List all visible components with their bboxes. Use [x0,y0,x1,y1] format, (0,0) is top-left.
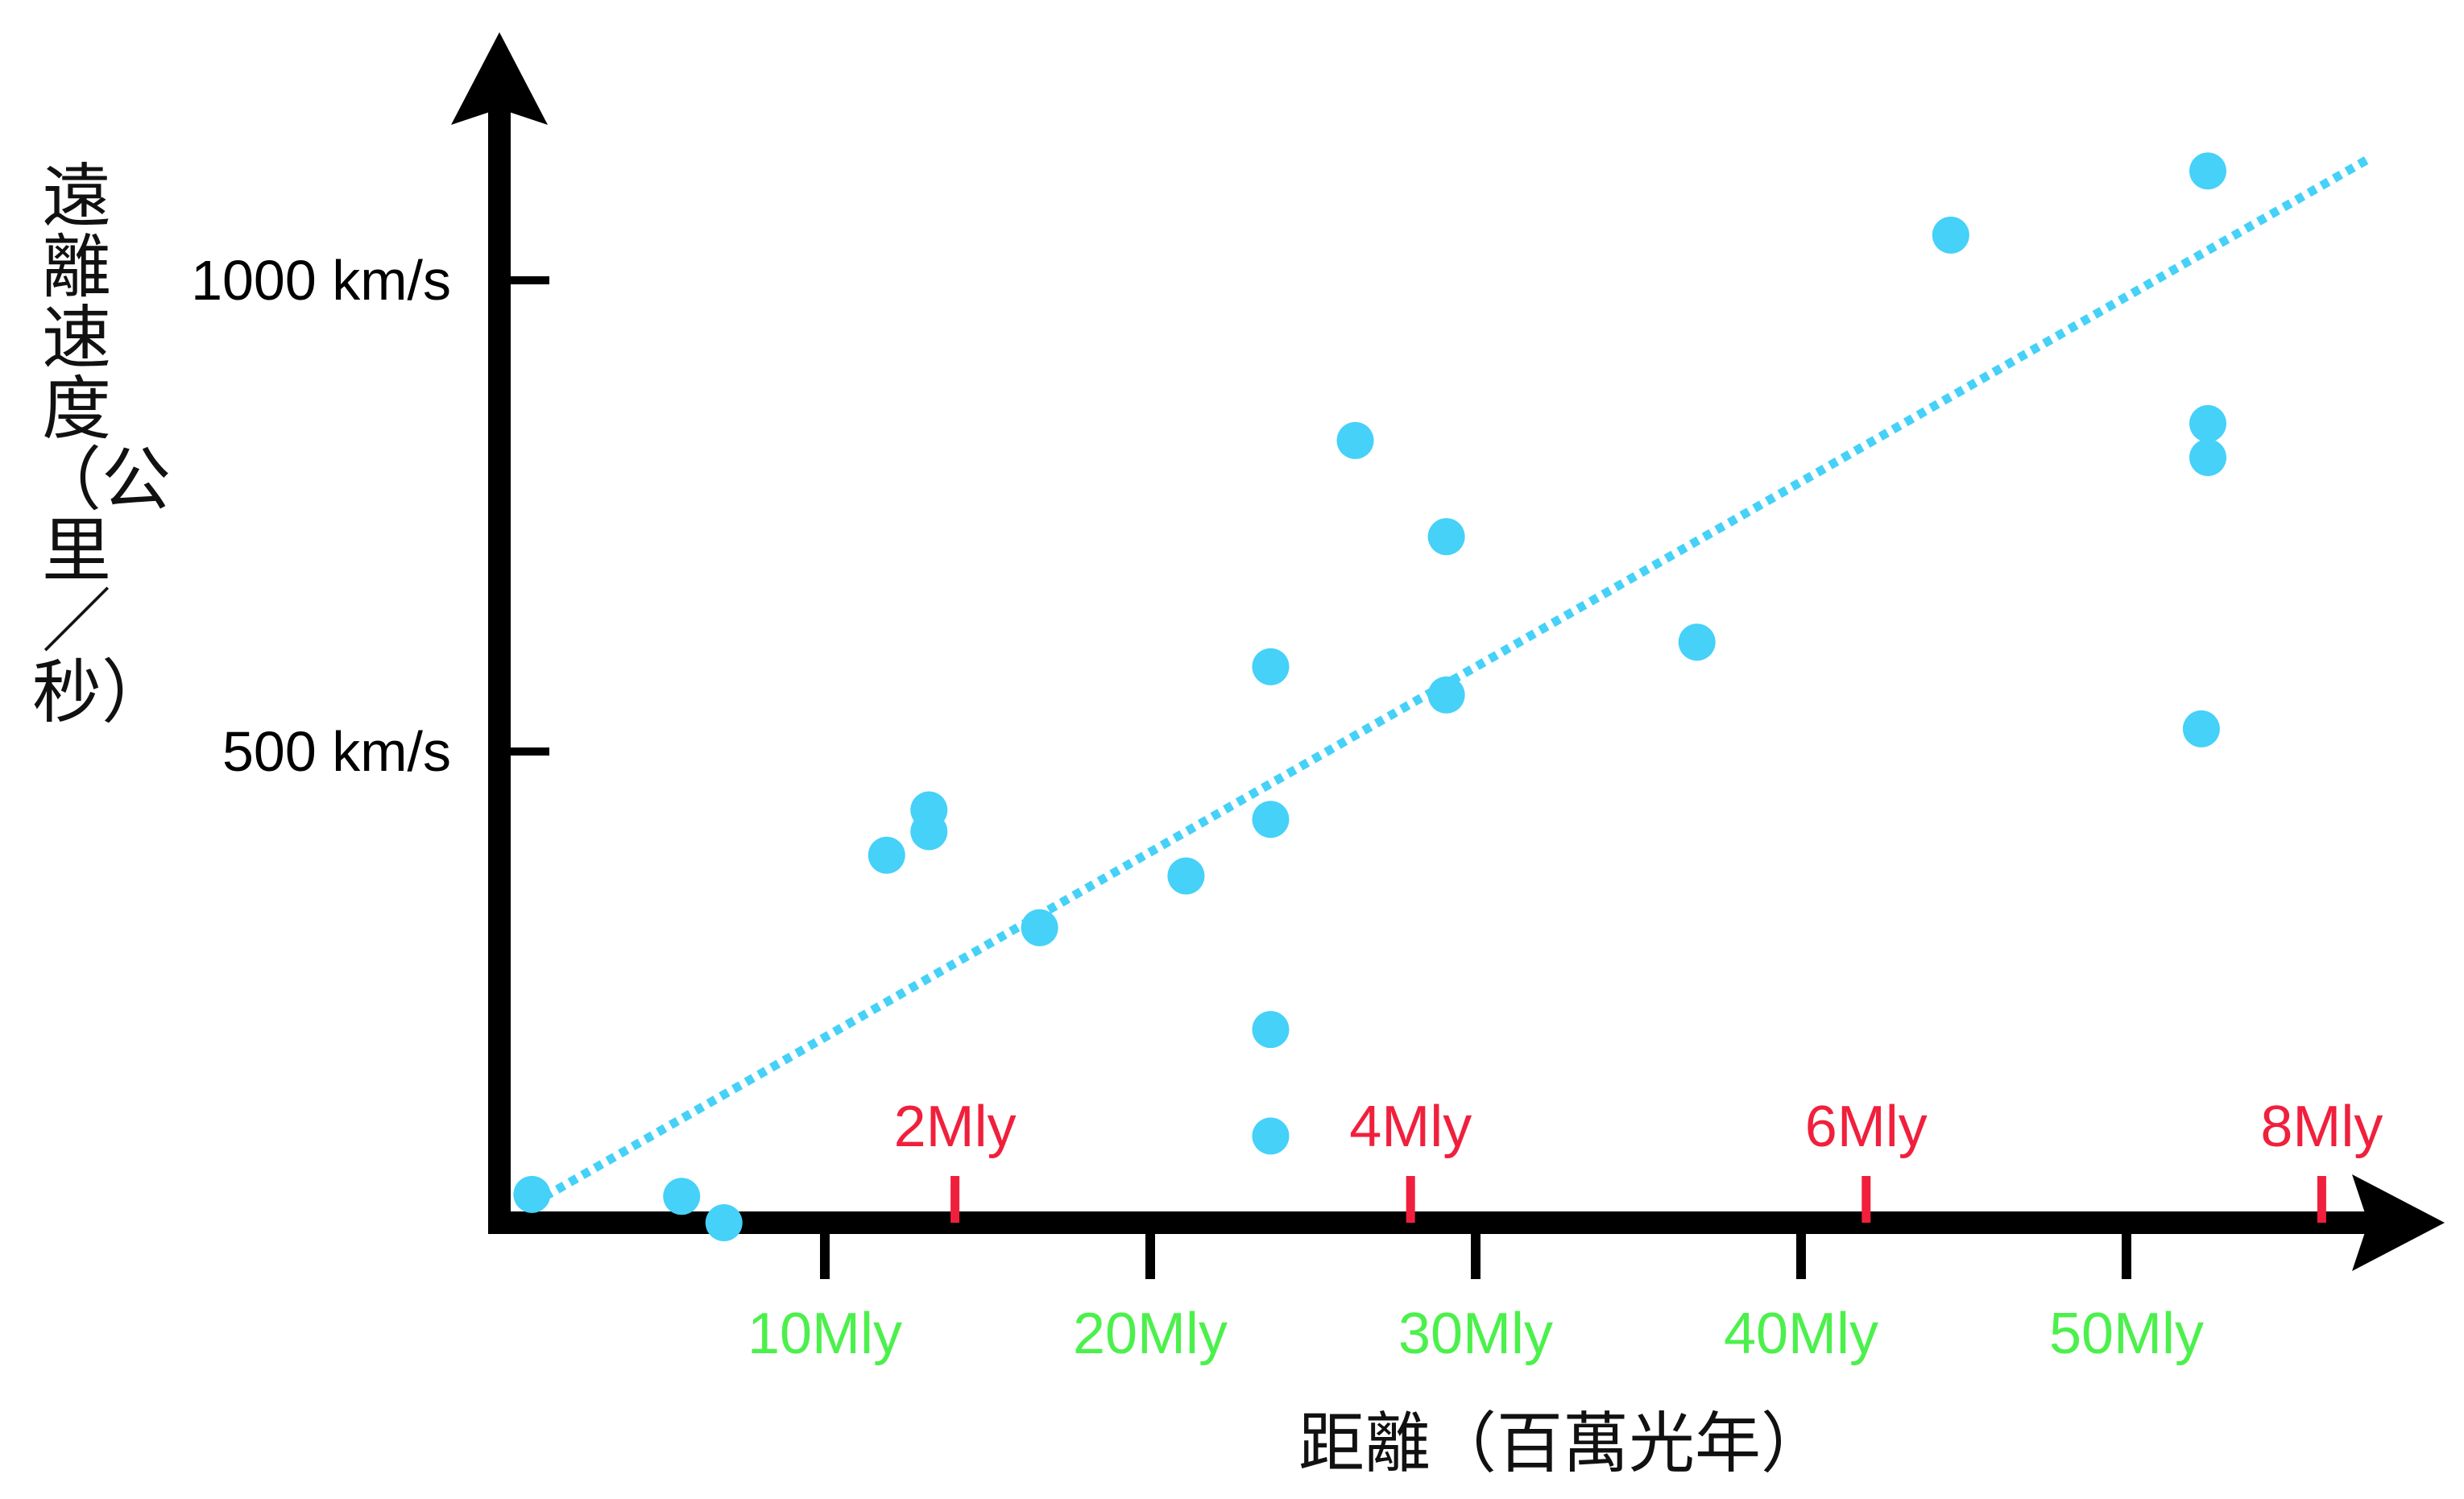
data-point [705,1204,743,1241]
data-point [663,1178,701,1215]
x-axis-arrowhead [2352,1174,2445,1271]
secondary-x-tick-label: 2Mly [894,1095,1017,1159]
data-point [1932,216,1969,254]
x-tick-label: 40Mly [1724,1302,1878,1366]
x-axis-title: 距離（百萬光年） [1298,1406,1827,1482]
ticks: 500 km/s 1000 km/s 10Mly 20Mly 30Mly 40Mly 50M… [191,249,2383,1366]
secondary-x-tick-label: 6Mly [1805,1095,1928,1159]
y-axis-arrowhead [451,32,548,125]
x-tick-label: 30Mly [1398,1302,1553,1366]
data-point [910,813,948,851]
data-point [1252,1011,1290,1049]
data-point [1252,648,1290,685]
data-point [2189,152,2226,190]
data-point [1252,801,1290,839]
x-tick-label: 20Mly [1073,1302,1228,1366]
trend-line [529,154,2373,1208]
secondary-x-tick-label: 4Mly [1349,1095,1472,1159]
data-point [513,1175,551,1213]
points-layer [513,152,2226,1241]
data-point [1167,857,1205,895]
axes [451,32,2445,1271]
trend-layer [529,154,2373,1208]
data-point [2189,404,2226,442]
data-point [868,836,905,874]
data-point [1336,421,1374,459]
y-tick-label: 500 km/s [222,720,451,783]
x-tick-label: 50Mly [2049,1302,2204,1366]
data-point [2182,710,2220,747]
data-point [1021,909,1058,946]
y-tick-label: 1000 km/s [191,249,451,312]
data-point [1427,518,1465,556]
x-tick-label: 10Mly [747,1302,902,1366]
data-point [1427,676,1465,714]
data-point [2189,438,2226,476]
data-point [1678,623,1716,661]
data-point [1252,1117,1290,1155]
y-axis-title: 遠離速度（公里／秒） [32,156,171,733]
secondary-x-tick-label: 8Mly [2260,1095,2383,1159]
